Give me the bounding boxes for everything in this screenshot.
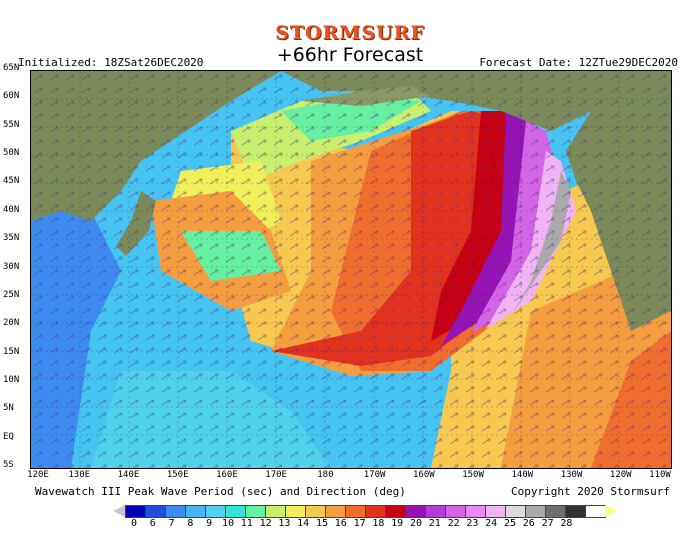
legend-swatch	[185, 505, 206, 518]
legend-arrow-left	[113, 505, 125, 517]
legend-swatch	[425, 505, 446, 518]
legend-tick-label: 18	[372, 518, 385, 529]
lon-label: 170E	[265, 470, 287, 480]
lon-label: 170W	[363, 470, 386, 480]
map-caption: Wavewatch III Peak Wave Period (sec) and…	[35, 485, 406, 498]
stormsurf-logo: STORMSURF	[275, 22, 425, 44]
lon-label: 150E	[166, 470, 189, 480]
legend-swatch	[165, 505, 186, 518]
legend-swatch	[225, 505, 246, 518]
lat-label: 50N	[3, 148, 20, 159]
lon-label: 120E	[27, 470, 49, 480]
legend-swatch	[205, 505, 226, 518]
color-legend	[113, 505, 617, 518]
legend-tick-label: 25	[503, 518, 517, 529]
legend-swatch	[485, 505, 506, 518]
lat-label: 55N	[3, 119, 20, 130]
graticule	[31, 71, 671, 468]
legend-swatch	[245, 505, 266, 518]
forecast-date-label: Forecast Date: 12ZTue29DEC2020	[479, 56, 678, 69]
legend-tick-label: 0	[130, 518, 138, 529]
wave-period-map	[30, 70, 672, 469]
lat-label: 25N	[3, 289, 20, 300]
legend-swatch	[445, 505, 466, 518]
legend-tick-label: 12	[259, 518, 272, 529]
legend-swatch	[385, 505, 406, 518]
lat-label: 20N	[3, 318, 20, 329]
lon-label: 160E	[216, 470, 238, 480]
lon-label: 160W	[413, 470, 435, 480]
legend-tick-label: 13	[278, 518, 291, 529]
legend-swatch	[405, 505, 426, 518]
legend-swatch	[505, 505, 526, 518]
direction-arrows	[31, 71, 671, 468]
legend-swatch	[565, 505, 586, 518]
lat-label: 15N	[3, 346, 20, 357]
legend-swatch	[545, 505, 566, 518]
legend-tick-label: 21	[428, 518, 441, 529]
legend-swatch	[125, 505, 146, 518]
lat-label: EQ	[3, 431, 14, 442]
legend-tick-label: 19	[391, 518, 404, 529]
legend-tick-label: 26	[522, 518, 535, 529]
legend-swatch	[325, 505, 346, 518]
lon-label: 110W	[649, 470, 671, 480]
lat-label: 10N	[3, 374, 20, 385]
legend-tick-label: 9	[206, 518, 213, 529]
legend-swatch	[305, 505, 326, 518]
legend-tick-label: 11	[240, 518, 253, 529]
lon-label: 150W	[462, 470, 484, 480]
lat-label: 5N	[3, 403, 14, 414]
lon-label: 180	[317, 470, 334, 480]
legend-swatch	[365, 505, 386, 518]
legend-arrow-right	[605, 505, 617, 517]
lon-label: 130E	[68, 470, 91, 480]
copyright: Copyright 2020 Stormsurf	[511, 485, 670, 498]
legend-tick-label: 27	[541, 518, 554, 529]
lon-label: 130W	[560, 470, 583, 480]
legend-tick-label: 10	[221, 518, 235, 529]
lat-label: 60N	[3, 91, 20, 102]
lat-label: 65N	[3, 63, 20, 73]
legend-swatch	[345, 505, 366, 518]
legend-swatch	[465, 505, 486, 518]
legend-tick-label: 8	[187, 518, 194, 529]
lat-label: 40N	[3, 204, 20, 215]
legend-swatch	[265, 505, 286, 518]
legend-tick-label: 22	[447, 518, 460, 529]
legend-tick-label: 16	[334, 518, 347, 529]
lon-label: 120W	[609, 470, 632, 480]
legend-swatch	[145, 505, 166, 518]
legend-tick-label: 7	[168, 518, 175, 529]
lat-label: 45N	[3, 176, 20, 187]
legend-tick-label: 20	[409, 518, 423, 529]
lat-label: 5S	[3, 460, 14, 470]
lon-label: 140W	[511, 470, 534, 480]
initialized-label: Initialized: 18ZSat26DEC2020	[18, 56, 204, 69]
legend-tick-label: 6	[149, 518, 156, 529]
legend-tick-label: 15	[315, 518, 329, 529]
lat-label: 30N	[3, 261, 20, 272]
legend-tick-label: 14	[297, 518, 310, 529]
legend-swatch	[585, 505, 606, 518]
lon-label: 140E	[117, 470, 140, 480]
lat-label: 35N	[3, 233, 20, 244]
legend-tick-label: 23	[466, 518, 479, 529]
legend-tick-label: 17	[353, 518, 366, 529]
legend-tick-label: 28	[560, 518, 573, 529]
legend-swatch	[285, 505, 306, 518]
legend-tick-label: 24	[485, 518, 498, 529]
legend-swatch	[525, 505, 546, 518]
forecast-title: +66hr Forecast	[276, 44, 424, 66]
